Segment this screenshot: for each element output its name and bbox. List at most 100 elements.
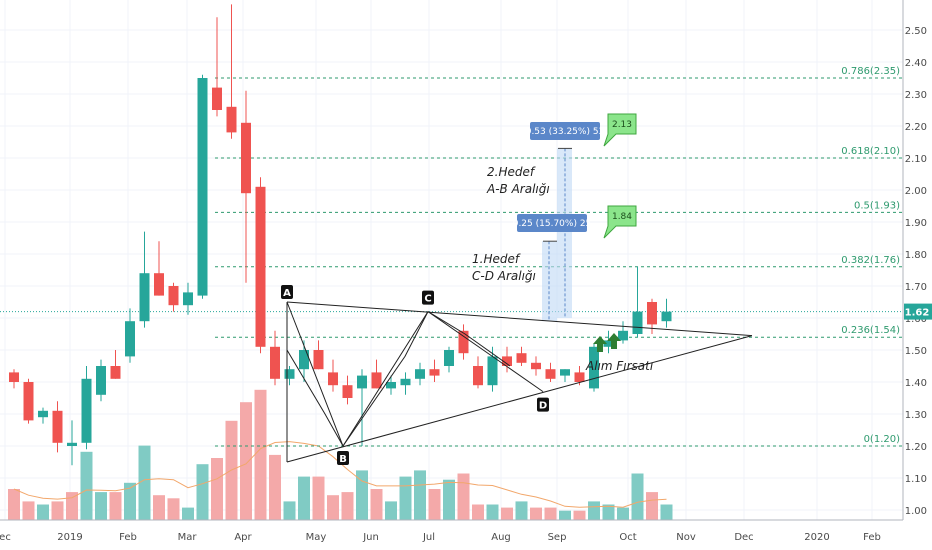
price-tag-text: 2.13 (612, 120, 632, 130)
price-tick-label: 2.40 (905, 58, 927, 69)
volume-bar (22, 501, 35, 520)
price-axis-bg (903, 0, 932, 550)
volume-bar (399, 476, 412, 520)
volume-bar (37, 504, 49, 520)
measure-label-text: 0.25 (15.70%) 25 (513, 219, 592, 229)
candle-body (632, 311, 643, 334)
fib-level-label: 0.618(2.10) (841, 146, 900, 157)
candle-body (386, 382, 396, 389)
candle-body (371, 372, 382, 389)
volume-bar (138, 445, 151, 520)
fib-level-label: 0.5(1.93) (854, 200, 900, 211)
price-tick-label: 2.00 (905, 186, 927, 197)
fib-level-label: 0.786(2.35) (841, 66, 900, 77)
time-tick-label: Sep (548, 532, 567, 543)
price-tick-label: 1.20 (905, 442, 927, 453)
fib-level-label: 0(1.20) (864, 434, 901, 445)
volume-bar (283, 501, 296, 520)
price-tag-callout (603, 205, 637, 239)
fibonacci-levels: 0.786(2.35) 0.618(2.10) 0.5(1.93) 0.382(1.7… (0, 66, 903, 447)
abcd-pattern-inner (342, 311, 429, 447)
candle-body (284, 369, 295, 379)
volume-bar (414, 470, 426, 520)
arrow-up-icon (593, 336, 607, 352)
candle-body (125, 321, 135, 357)
time-tick-label: Oct (619, 532, 636, 543)
candle-body (647, 302, 657, 325)
volume-bar (254, 389, 267, 520)
time-tick-label: Dec (734, 532, 753, 543)
candle-body (328, 372, 338, 386)
abcd-pattern-inner (427, 311, 511, 367)
candle-body (400, 378, 411, 386)
time-tick-label: Feb (863, 532, 881, 543)
price-tick-label: 2.30 (905, 90, 927, 101)
candle-body (589, 346, 599, 389)
fib-level-label: 0.382(1.76) (841, 255, 900, 266)
candle-body (183, 292, 193, 306)
note-target2-range: A-B Aralığı (486, 182, 550, 196)
time-tick-label: Mar (178, 532, 198, 543)
candle-body (487, 356, 498, 386)
volume-bar (501, 507, 513, 520)
time-tick-label: 2019 (57, 532, 82, 543)
time-tick-label: Apr (234, 532, 252, 543)
candle-body (458, 330, 469, 354)
volume-bar (660, 504, 673, 520)
candle-body (502, 356, 512, 366)
pattern-drawings[interactable]: A B C D 0.53 (33.25%) 53 0.25 (15.70%) 25 2.13… (281, 113, 753, 465)
price-tick-label: 1.30 (905, 410, 927, 421)
volume-bar (211, 458, 223, 520)
volume-bar (124, 482, 136, 520)
arrow-up-icon (607, 333, 621, 349)
price-axis[interactable]: 2.502.402.302.202.102.001.901.801.701.60… (902, 0, 932, 550)
volume-bar (298, 476, 310, 520)
candlesticks (9, 4, 672, 466)
candle-body (96, 366, 106, 395)
volume-bar (356, 470, 368, 520)
point-marker (281, 285, 293, 299)
volume-bar (182, 507, 194, 520)
candle-body (81, 378, 92, 443)
price-tick-label: 1.80 (905, 250, 927, 261)
volume-bar (240, 402, 252, 520)
measure-label-text: 0.53 (33.25%) 53 (526, 127, 605, 137)
volume-bar (341, 492, 354, 520)
volume-bar (66, 492, 78, 520)
point-marker (422, 290, 434, 305)
chart-notes: 2.Hedef A-B Aralığı 1.Hedef C-D Aralığı Alım… (472, 165, 653, 373)
price-tag-callout (603, 113, 637, 147)
point-marker (537, 397, 549, 412)
candle-body (603, 340, 614, 347)
volume-bar (51, 501, 64, 520)
volume-bar (472, 504, 484, 520)
volume-bar (196, 464, 209, 520)
candle-body (255, 186, 266, 347)
price-tick-label: 1.70 (905, 282, 927, 293)
measure-tools[interactable] (542, 147, 572, 322)
candle-body (531, 362, 541, 370)
triangle-lower-line (286, 335, 753, 463)
note-target1-title: 1.Hedef (472, 252, 521, 266)
volume-bar (327, 495, 339, 520)
candle-body (154, 273, 164, 296)
candle-body (38, 410, 48, 418)
volume-bar (486, 504, 499, 520)
volume-bar (385, 501, 397, 520)
candle-body (429, 369, 440, 376)
candle-body (473, 366, 483, 386)
measure-label-box (517, 214, 587, 232)
time-tick-label: Jul (422, 532, 435, 543)
volume-bar (602, 504, 615, 520)
price-tick-label: 2.10 (905, 154, 927, 165)
time-tick-label: 2020 (804, 532, 829, 543)
note-buy-opportunity: Alım Fırsatı (585, 359, 653, 373)
volume-bar (370, 489, 383, 520)
time-axis[interactable]: ec 2019 Feb Mar Apr May Jun Jul Aug Sep Oct Nov Dec 2… (0, 519, 932, 550)
candle-body (618, 330, 628, 341)
time-tick-label: Jun (362, 532, 379, 543)
candle-body (545, 369, 556, 379)
candle-body (299, 350, 309, 370)
time-tick-label: ec (0, 532, 11, 543)
